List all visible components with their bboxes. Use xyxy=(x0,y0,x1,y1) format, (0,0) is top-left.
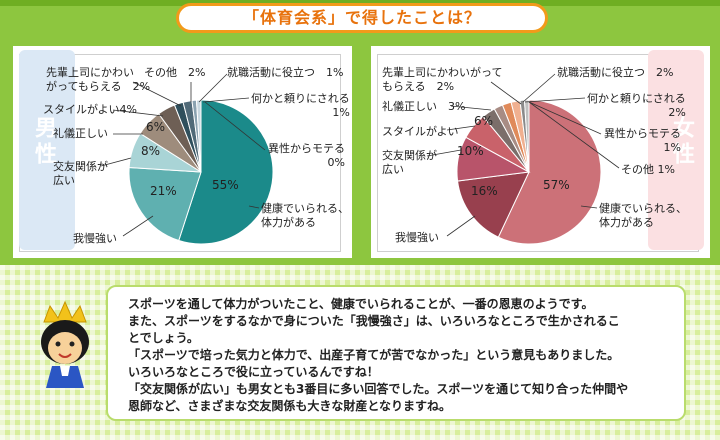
comment-line: いろいろなところで役に立っているんですね！ xyxy=(128,365,379,379)
male-label-moteru: 異性からモテる 0% xyxy=(268,142,345,169)
female-leader-moteru xyxy=(528,101,602,135)
male-label-sonota: その他 2% xyxy=(144,66,206,79)
female-label-shushoku: 就職活動に役立つ 2% xyxy=(557,66,674,79)
female-chart-panel: 女性 先輩上司にかわいがって もらえる 2% 就職活動に役立つ 2% 何かと頼り… xyxy=(371,46,710,258)
male-label-kouyu: 交友関係が 広い xyxy=(53,160,108,187)
female-leader-kenkou xyxy=(580,205,598,209)
male-chart-panel: 男性 先輩上司にかわい がってもらえる 2% その他 2% 就職活動に役立つ 1… xyxy=(13,46,352,258)
female-label-senpai: 先輩上司にかわいがって もらえる 2% xyxy=(382,66,503,93)
comment-line: 恩師など、さまざまな交友関係も大きな財産となりますね。 xyxy=(128,399,452,413)
male-pct-55: 55% xyxy=(212,178,239,192)
comment-line: 「スポーツで培った気力と体力で、出産子育てが苦でなかった」という意見もありました… xyxy=(128,348,620,362)
female-leader-gaman xyxy=(446,215,476,237)
male-label-shushoku: 就職活動に役立つ 1% xyxy=(227,66,344,79)
female-label-sonota: その他 1% xyxy=(621,163,675,176)
female-label-gaman: 我慢強い xyxy=(395,231,439,244)
male-side-label: 男性 xyxy=(31,116,56,168)
female-leader-shushoku xyxy=(522,73,556,103)
male-leader-shushoku xyxy=(198,73,228,103)
female-leader-senpai xyxy=(490,81,522,105)
female-pie-chart xyxy=(426,73,620,245)
male-leader-gaman xyxy=(122,215,154,237)
male-label-tayori: 何かと頼りにされる 1% xyxy=(251,92,350,119)
female-side-label: 女性 xyxy=(669,116,694,168)
comment-line: 「交友関係が広い」も男女とも3番目に多い回答でした。スポーツを通じて知り合った仲… xyxy=(128,382,629,396)
female-slice-9 xyxy=(523,99,530,173)
comment-box: スポーツを通して体力がついたこと、健康でいられることが、一番の恩恵のようです。 … xyxy=(106,285,686,421)
female-leader-reigi xyxy=(450,105,492,111)
comment-line: スポーツを通して体力がついたこと、健康でいられることが、一番の恩恵のようです。 xyxy=(128,297,594,311)
female-figure-icon xyxy=(648,50,704,250)
male-label-senpai: 先輩上司にかわい がってもらえる 2% xyxy=(46,66,151,93)
male-label-kenkou: 健康でいられる、 体力がある xyxy=(261,202,349,229)
female-label-kouyu: 交友関係が 広い xyxy=(382,149,437,176)
female-label-tayori: 何かと頼りにされる 2% xyxy=(587,92,686,119)
female-label-style: スタイルがよい xyxy=(382,125,459,138)
female-slice-1 xyxy=(457,171,530,238)
female-label-moteru: 異性からモテる 1% xyxy=(604,127,681,154)
female-leader-tayori xyxy=(524,97,586,103)
female-pct-57: 57% xyxy=(543,178,570,192)
male-leader-kenkou xyxy=(248,205,260,209)
comment-line: とでしょう。 xyxy=(128,331,199,345)
female-pct-6: 6% xyxy=(474,114,494,128)
female-leader-kouyu xyxy=(426,149,462,157)
male-pct-21: 21% xyxy=(150,184,177,198)
mascot-character xyxy=(41,300,89,388)
male-label-gaman: 我慢強い xyxy=(73,232,117,245)
male-leader-moteru xyxy=(204,101,266,151)
male-pie-chart xyxy=(100,73,274,245)
male-label-style: スタイルがよい4% xyxy=(43,103,137,116)
male-slice-1 xyxy=(128,166,202,242)
male-slice-0 xyxy=(178,99,274,245)
comment-line: また、スポーツをするなかで身についた「我慢強さ」は、いろいろなところで生かされる… xyxy=(128,314,620,328)
page-title: 「体育会系」で得したことは？ xyxy=(176,3,548,33)
male-label-reigi: 礼儀正しい xyxy=(53,127,108,140)
female-label-kenkou: 健康でいられる、 体力がある xyxy=(599,202,687,229)
male-leader-tayori xyxy=(202,97,250,103)
male-pct-6: 6% xyxy=(146,120,166,134)
female-label-reigi: 礼儀正しい 3% xyxy=(382,100,466,113)
male-figure-icon xyxy=(19,50,75,250)
male-leader-kouyu xyxy=(100,157,132,167)
female-pct-10: 10% xyxy=(457,144,484,158)
female-pct-16: 16% xyxy=(471,184,498,198)
male-leader-senpai xyxy=(132,81,182,107)
male-leader-style xyxy=(112,109,164,117)
female-leader-style xyxy=(446,125,476,131)
male-pct-8: 8% xyxy=(141,144,161,158)
female-leader-sonota xyxy=(528,101,620,169)
